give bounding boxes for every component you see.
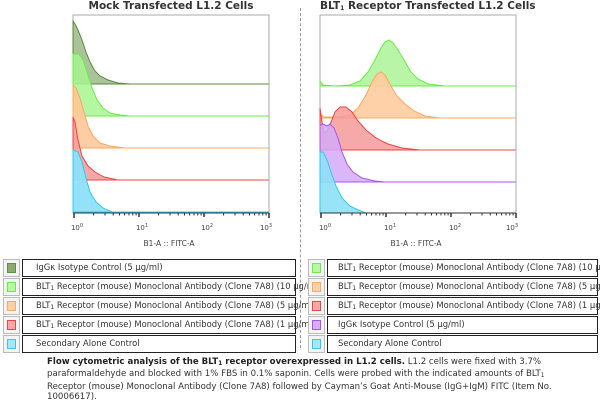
caption-sub: 1	[540, 372, 545, 380]
right-x-ticks	[320, 213, 517, 218]
right-title-text-2: Receptor Transfected L1.2 Cells	[344, 0, 536, 12]
svg-text:100: 100	[71, 223, 83, 232]
legend-label: IgGκ Isotype Control (5 µg/ml)	[36, 262, 163, 272]
caption-bold: Flow cytometric analysis of the BLT	[47, 357, 219, 367]
left-x-axis-label: B1-A :: FITC-A	[144, 239, 196, 248]
left-series-10ug	[72, 53, 269, 117]
legend-label-rest: Receptor (mouse) Monoclonal Antibody (Cl…	[356, 262, 600, 272]
legend-label-rest: Receptor (mouse) Monoclonal Antibody (Cl…	[356, 300, 600, 310]
svg-text:102: 102	[449, 223, 461, 232]
legend-label: BLT	[36, 319, 51, 329]
legend-swatch-10ug	[7, 282, 16, 292]
legend-sub: 1	[50, 285, 55, 292]
legend-label-rest: Receptor (mouse) Monoclonal Antibody (Cl…	[356, 281, 600, 291]
right-tick-labels: 100 101 102 103 B1-A :: FITC-A	[319, 223, 518, 248]
legend-label: BLT	[338, 281, 353, 291]
left-histogram-plot: 100 101 102 103 B1-A :: FITC-A 100 101 1…	[71, 14, 518, 248]
right-title-sub: 1	[340, 5, 345, 12]
left-x-ticks	[73, 213, 270, 218]
legend-label: Secondary Alone Control	[338, 338, 442, 348]
legend-label: BLT	[36, 300, 51, 310]
legend-sub: 1	[352, 304, 357, 311]
caption-bold-rest: receptor overexpressed in L1.2 cells.	[222, 357, 405, 367]
right-histogram-plot	[319, 14, 517, 218]
svg-text:101: 101	[136, 223, 148, 232]
legend-sub: 1	[352, 266, 357, 273]
svg-text:103: 103	[506, 223, 518, 232]
right-x-axis-label: B1-A :: FITC-A	[391, 239, 443, 248]
legend-label: BLT	[338, 300, 353, 310]
right-panel-title: BLT1 Receptor Transfected L1.2 Cells	[320, 0, 536, 12]
legend-sub: 1	[352, 285, 357, 292]
left-series-isotype	[72, 19, 269, 85]
left-series-5ug	[72, 83, 269, 149]
right-title-text: BLT	[320, 0, 341, 12]
legend-swatch-10ug	[312, 263, 321, 273]
legend-swatch-isotype	[7, 263, 16, 273]
caption-text: L1.2 cells were fixed with 3.7% paraform…	[47, 357, 542, 380]
left-panel-title: Mock Transfected L1.2 Cells	[88, 0, 254, 12]
legend-swatch-1ug	[7, 320, 16, 330]
legend-swatch-5ug	[7, 301, 16, 311]
legend-label: BLT	[338, 262, 353, 272]
svg-text:100: 100	[319, 223, 331, 232]
legend-sub: 1	[50, 304, 55, 311]
legend-label-rest: Receptor (mouse) Monoclonal Antibody (Cl…	[54, 281, 321, 291]
legend-label: IgGκ Isotype Control (5 µg/ml)	[338, 319, 465, 329]
legend-swatch-5ug	[312, 282, 321, 292]
figure-caption: Flow cytometric analysis of the BLT1 rec…	[47, 357, 567, 403]
legend-sub: 1	[50, 323, 55, 330]
caption-text-rest: Receptor (mouse) Monoclonal Antibody (Cl…	[47, 381, 552, 403]
caption-bold-sub: 1	[218, 360, 223, 367]
legend-label: BLT	[36, 281, 51, 291]
svg-text:102: 102	[201, 223, 213, 232]
left-series-1ug	[72, 116, 269, 181]
legend-swatch-1ug	[312, 301, 321, 311]
legend-swatch-isotype	[312, 320, 321, 330]
legend-swatch-secondary	[312, 339, 321, 349]
legend-swatch-secondary	[7, 339, 16, 349]
right-series-isotype	[319, 123, 516, 183]
panel-divider	[300, 8, 301, 348]
left-tick-labels: 100 101 102 103 B1-A :: FITC-A	[71, 223, 272, 248]
left-plot-area	[72, 14, 270, 218]
right-series-10ug	[319, 39, 516, 87]
legend-label: Secondary Alone Control	[36, 338, 140, 348]
legend-label-rest: Receptor (mouse) Monoclonal Antibody (Cl…	[54, 319, 316, 329]
left-series-secondary	[72, 149, 269, 213]
svg-text:103: 103	[260, 223, 272, 232]
svg-text:101: 101	[384, 223, 396, 232]
legend-label-rest: Receptor (mouse) Monoclonal Antibody (Cl…	[54, 300, 316, 310]
